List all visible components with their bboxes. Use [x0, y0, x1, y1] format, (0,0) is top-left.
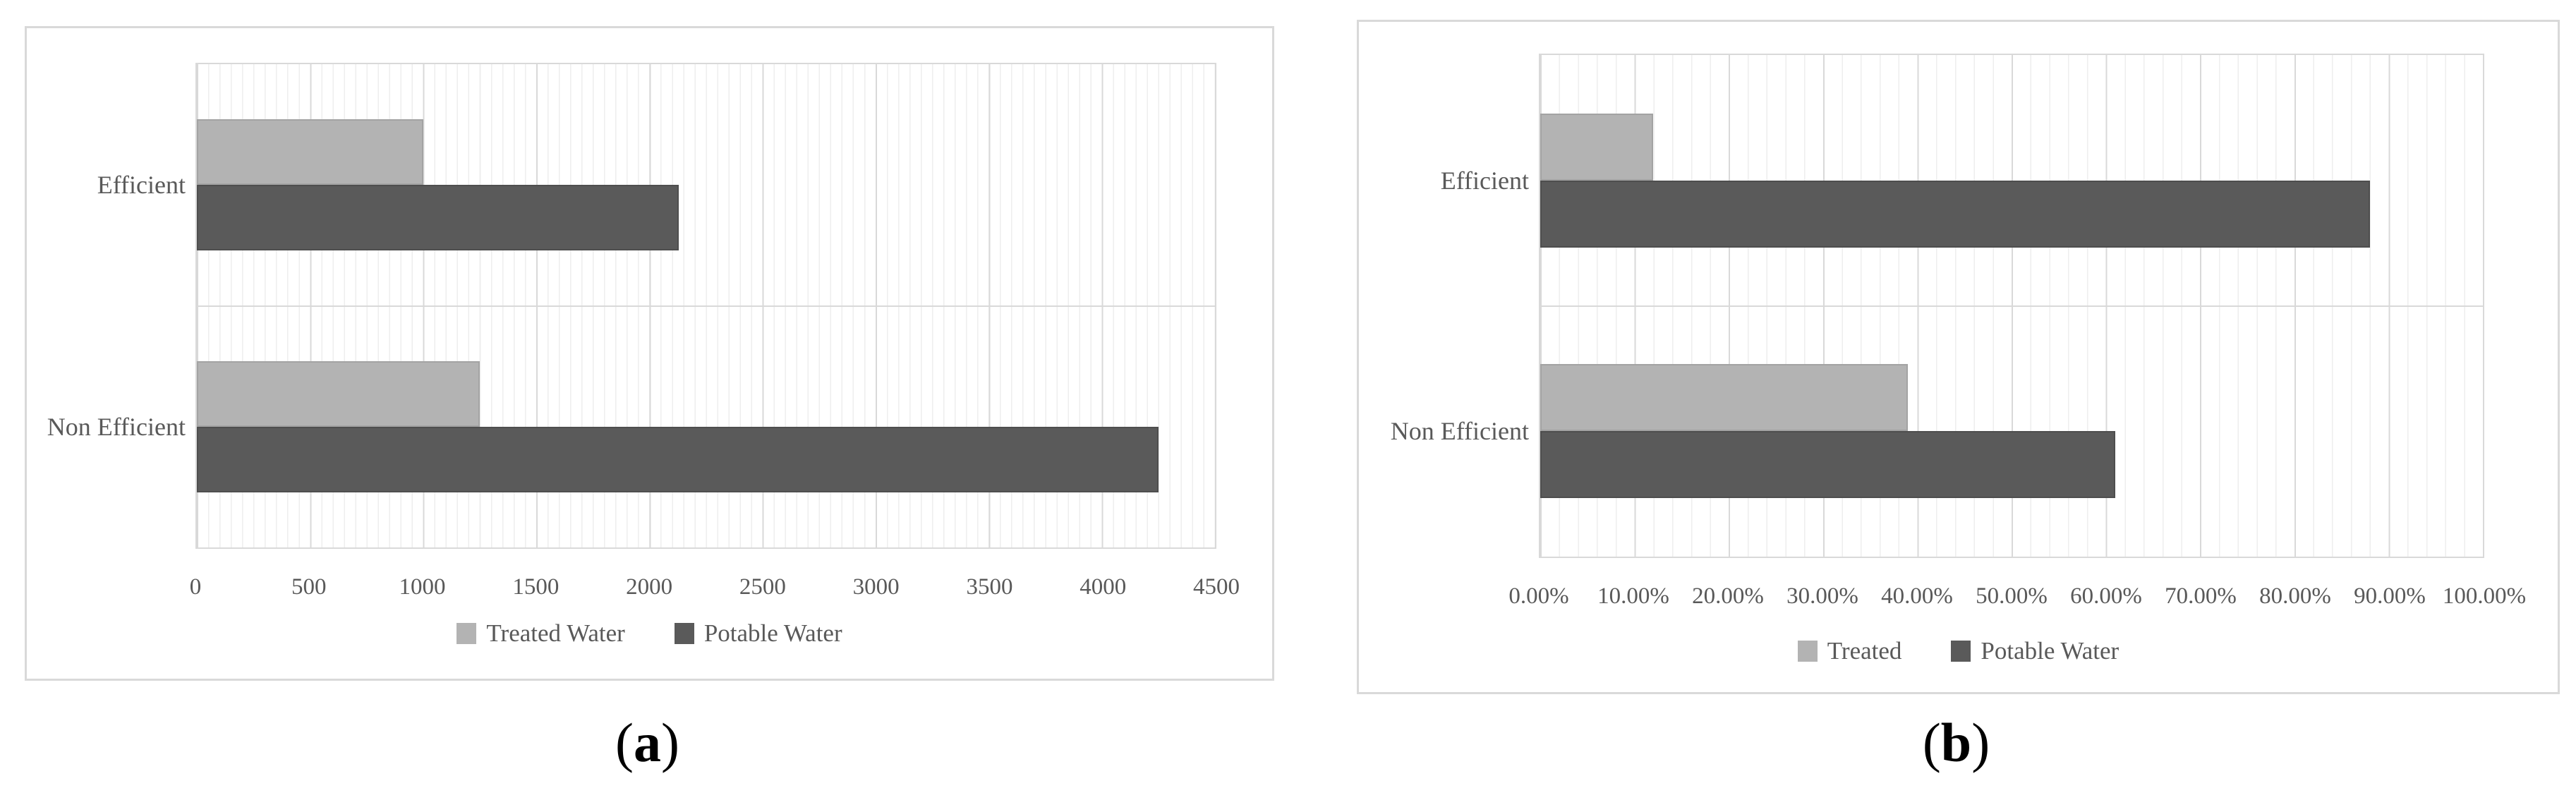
category-label-non-efficient: Non Efficient: [1390, 417, 1529, 446]
category-band-non-efficient: [197, 306, 1215, 548]
legend-item-potable-water: Potable Water: [1951, 637, 2119, 665]
x-tick-label: 3500: [966, 574, 1013, 600]
bar-b-efficient-treated: [1540, 113, 1654, 181]
x-tick-label: 50.00%: [1976, 583, 2048, 609]
x-tick-label: 0.00%: [1508, 583, 1569, 609]
x-tick-label: 90.00%: [2354, 583, 2426, 609]
category-band-efficient: [197, 64, 1215, 306]
x-tick-label: 40.00%: [1881, 583, 1953, 609]
legend-label-treated: Treated: [1827, 637, 1902, 665]
legend-a: Treated Water Potable Water: [27, 619, 1272, 648]
caption-letter-b: b: [1940, 712, 1972, 773]
x-tick-label: 10.00%: [1597, 583, 1669, 609]
legend-label-treated-water: Treated Water: [486, 619, 625, 647]
bar-a-nonefficient-treated: [197, 360, 480, 427]
x-tick-label: 3000: [852, 574, 900, 600]
x-tick-label: 0: [189, 574, 202, 600]
category-divider-line: [197, 305, 1215, 307]
category-label-efficient: Efficient: [1440, 166, 1529, 195]
bar-a-efficient-potable: [197, 185, 679, 251]
bar-b-efficient-potable: [1540, 180, 2370, 248]
treated-swatch: [1797, 641, 1818, 662]
potable-water-swatch: [1951, 641, 1971, 662]
legend-label-potable-water: Potable Water: [1981, 637, 2120, 665]
category-band-non-efficient: [1540, 306, 2483, 557]
bar-a-efficient-treated: [197, 119, 423, 186]
legend-item-potable-water: Potable Water: [674, 619, 842, 648]
legend-b: Treated Potable Water: [1359, 637, 2558, 665]
category-divider-line: [1540, 305, 2483, 307]
x-axis-ticks-b: 0.00% 10.00% 20.00% 30.00% 40.00% 50.00% 60.00…: [1508, 583, 2526, 626]
plot-area-a: Efficient Non Efficient: [47, 63, 1216, 549]
legend-item-treated-water: Treated Water: [456, 619, 625, 648]
x-tick-label: 1500: [512, 574, 560, 600]
bar-b-nonefficient-treated: [1540, 364, 1909, 432]
potable-water-swatch: [674, 623, 694, 644]
x-tick-label: 2500: [739, 574, 786, 600]
x-tick-label: 1000: [399, 574, 446, 600]
category-label-efficient: Efficient: [97, 171, 186, 200]
treated-water-swatch: [456, 623, 477, 644]
x-tick-label: 80.00%: [2259, 583, 2331, 609]
x-tick-label: 30.00%: [1786, 583, 1858, 609]
x-tick-label: 4000: [1080, 574, 1127, 600]
category-band-efficient: [1540, 55, 2483, 306]
subfigure-caption-a: (a): [615, 712, 679, 773]
x-tick-label: 60.00%: [2070, 583, 2142, 609]
chart-panel-b: Efficient Non Efficient 0.00% 10.00% 20.00…: [1357, 20, 2560, 694]
legend-label-potable-water: Potable Water: [703, 619, 842, 647]
bar-a-nonefficient-potable: [197, 426, 1159, 492]
x-tick-label: 20.00%: [1692, 583, 1764, 609]
legend-item-treated: Treated: [1797, 637, 1902, 665]
x-axis-ticks-a: 0 500 1000 1500 2000 2500 3000 3500 4000 4500: [190, 574, 1240, 617]
x-tick-label: 2000: [626, 574, 673, 600]
x-tick-label: 500: [291, 574, 327, 600]
caption-letter-a: a: [634, 712, 661, 773]
plot-area-b: Efficient Non Efficient: [1391, 54, 2484, 558]
x-tick-label: 70.00%: [2165, 583, 2237, 609]
x-tick-label: 100.00%: [2442, 583, 2527, 609]
category-label-non-efficient: Non Efficient: [47, 412, 186, 441]
bar-b-nonefficient-potable: [1540, 431, 2115, 499]
x-tick-label: 4500: [1193, 574, 1240, 600]
subfigure-caption-b: (b): [1922, 712, 1990, 773]
chart-panel-a: Efficient Non Efficient 0 500 1000 1500 2000…: [25, 26, 1274, 681]
